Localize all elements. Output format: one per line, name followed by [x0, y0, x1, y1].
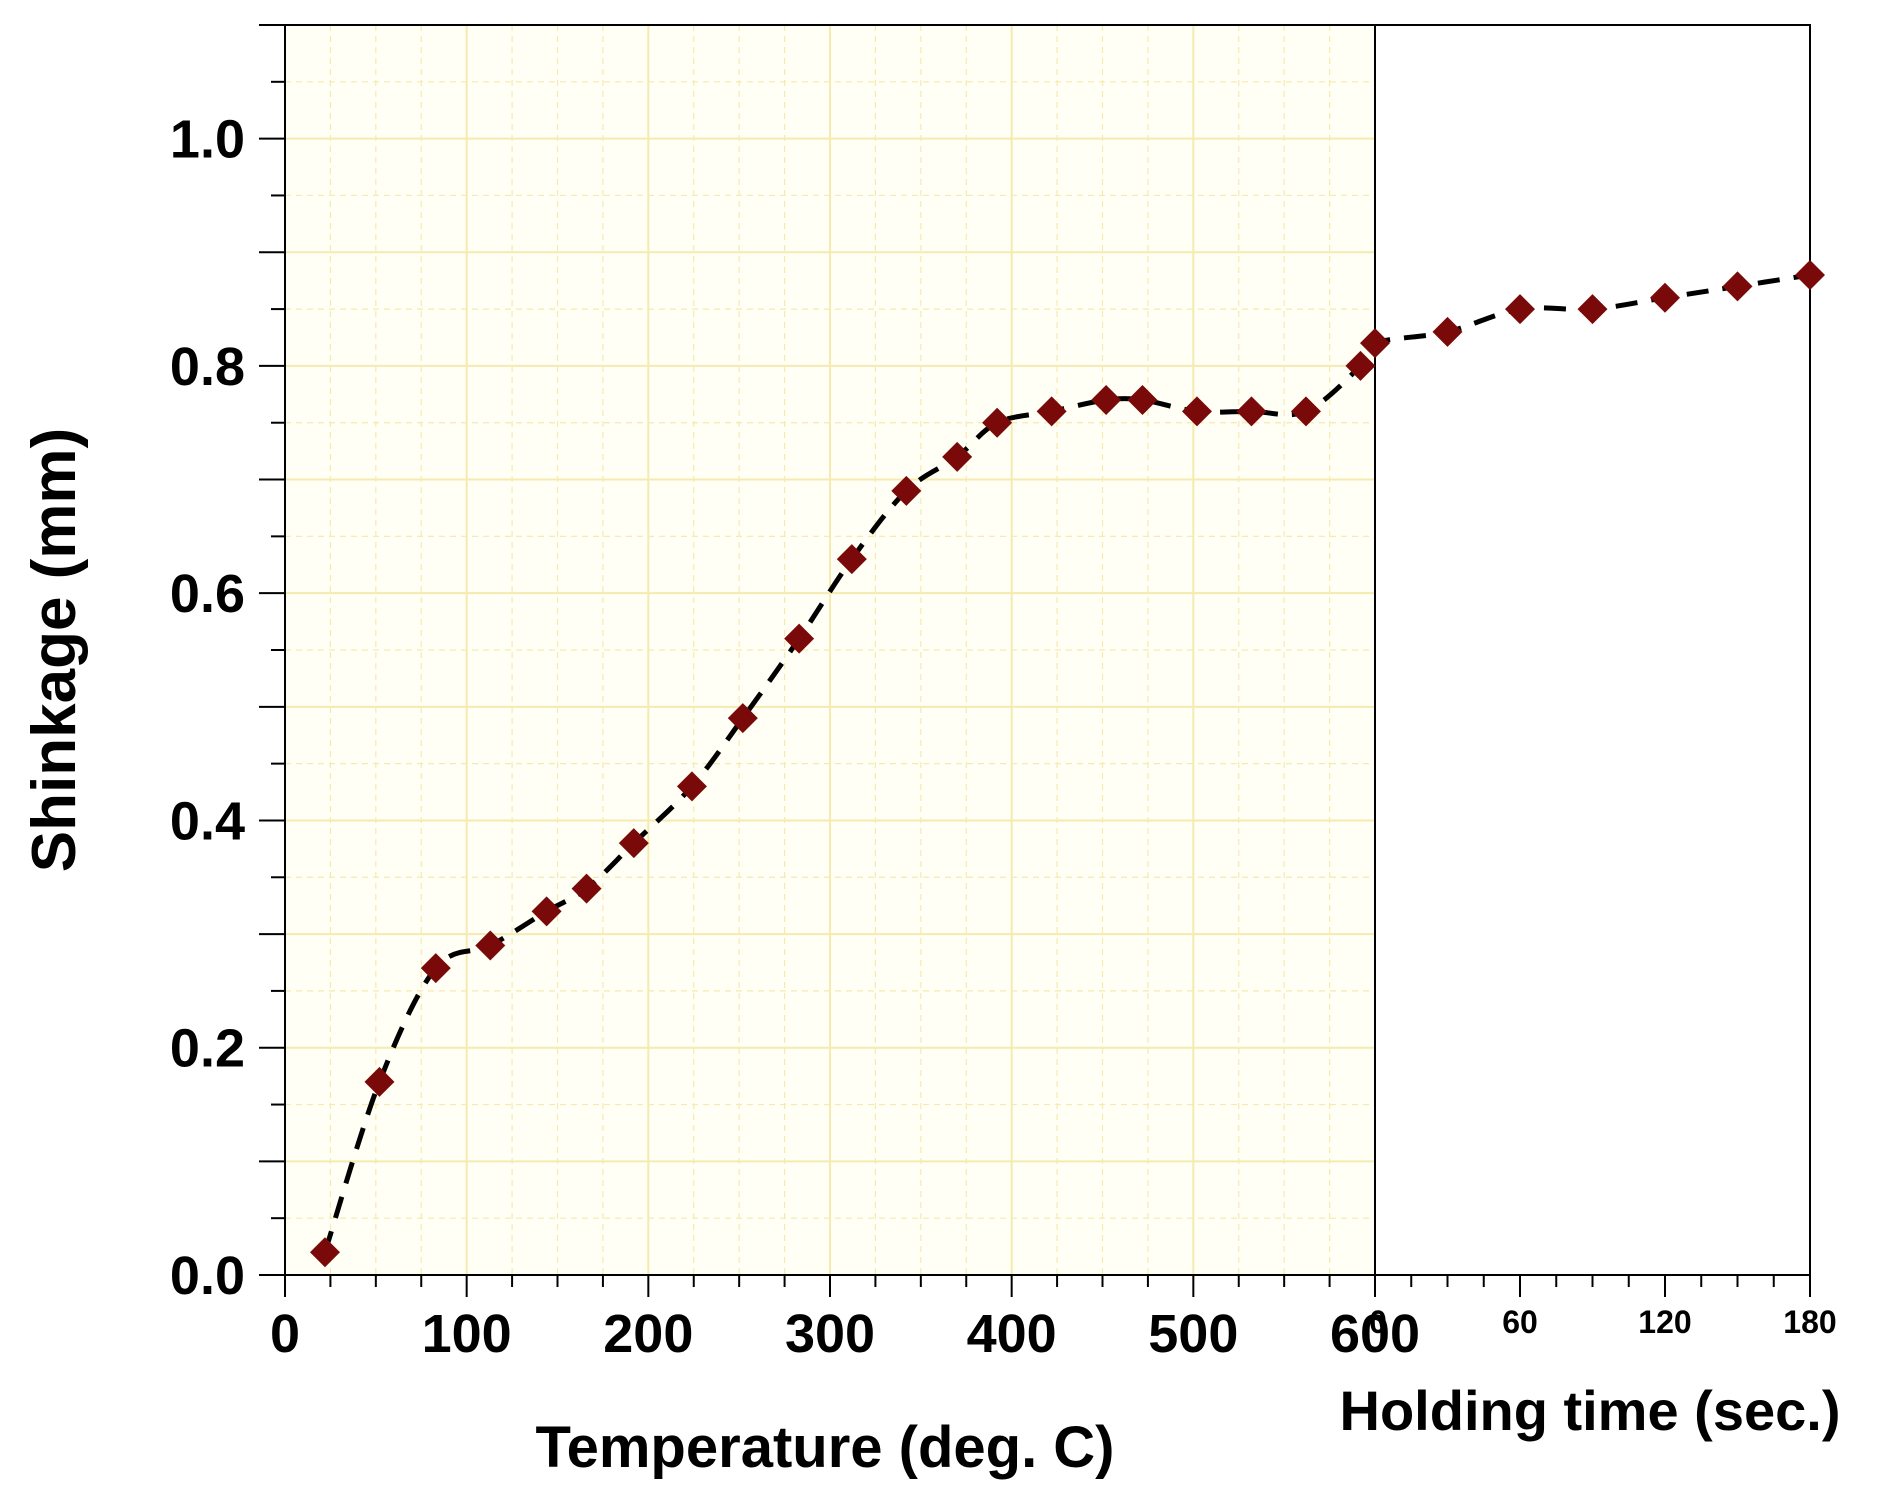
data-point-diamond [1650, 282, 1680, 313]
data-point-diamond [891, 475, 922, 506]
x-tick-label-temperature: 500 [1148, 1304, 1238, 1364]
y-tick-label: 1.0 [170, 110, 245, 170]
y-tick-label: 0.4 [170, 791, 245, 851]
data-point-diamond [942, 441, 973, 472]
data-point-diamond [1432, 316, 1463, 347]
data-point-diamond [1505, 294, 1535, 325]
y-tick-label: 0.0 [170, 1246, 245, 1306]
axes [259, 24, 1811, 1297]
data-points [309, 260, 1825, 1268]
data-point-diamond [618, 828, 649, 859]
data-point-diamond [982, 407, 1013, 438]
data-point-diamond [420, 953, 451, 984]
data-point-diamond [1236, 396, 1267, 427]
fit-curve [322, 272, 1811, 1254]
data-point-diamond [1036, 396, 1067, 427]
data-point-diamond [1290, 396, 1321, 427]
y-tick-label: 0.6 [170, 564, 245, 624]
data-point-diamond [727, 703, 758, 734]
x-tick-label-temperature: 0 [270, 1304, 300, 1364]
data-point-diamond [1577, 294, 1608, 325]
x-tick-label-temperature: 100 [422, 1304, 512, 1364]
x-tick-label-temperature: 600 [1330, 1304, 1420, 1364]
x-tick-label-holding-time: 120 [1638, 1304, 1691, 1340]
data-point-diamond [1127, 385, 1158, 415]
data-point-diamond [475, 930, 506, 961]
data-point-diamond [784, 623, 815, 654]
data-point-diamond [1181, 396, 1212, 427]
data-point-diamond [1360, 328, 1390, 359]
y-axis-title: Shinkage (mm) [20, 428, 89, 872]
data-point-diamond [676, 771, 707, 802]
x-tick-label-temperature: 300 [785, 1304, 875, 1364]
data-point-diamond [1345, 350, 1376, 381]
data-point-diamond [364, 1066, 395, 1097]
data-point-diamond [1722, 271, 1753, 302]
y-tick-label: 0.8 [170, 337, 245, 397]
data-point-diamond [571, 873, 602, 904]
x-axis-title-holding-time: Holding time (sec.) [1340, 1379, 1841, 1442]
x-tick-label-holding-time: 0 [1369, 1304, 1387, 1340]
x-axis-title-temperature: Temperature (deg. C) [535, 1415, 1114, 1480]
data-point-diamond [309, 1237, 340, 1268]
x-tick-label-holding-time: 180 [1783, 1304, 1836, 1340]
data-point-diamond [1091, 385, 1122, 415]
data-point-diamond [836, 544, 867, 575]
y-tick-label: 0.2 [170, 1019, 245, 1079]
x-tick-label-holding-time: 60 [1502, 1304, 1538, 1340]
dashed-fit-line [322, 272, 1811, 1254]
data-point-diamond [531, 896, 562, 927]
x-tick-label-temperature: 400 [967, 1304, 1057, 1364]
x-tick-label-temperature: 200 [603, 1304, 693, 1364]
data-point-diamond [1795, 260, 1825, 290]
